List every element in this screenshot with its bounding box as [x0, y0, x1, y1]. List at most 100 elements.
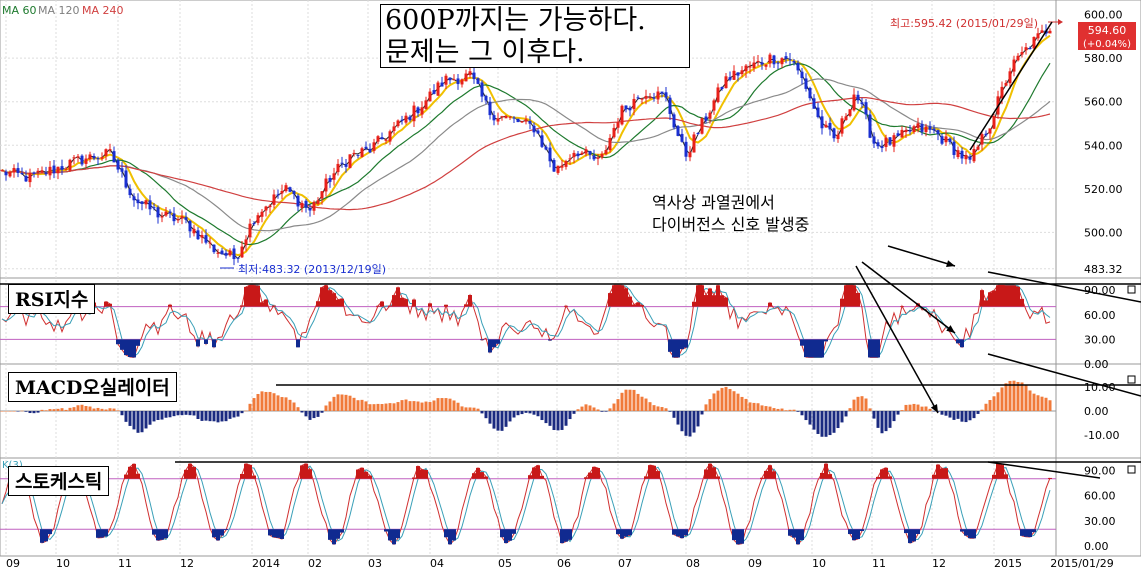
rsi-overbought-fill: [328, 290, 332, 307]
stoch-tick-label: 90.00: [1084, 464, 1116, 477]
stoch-overbought-fill: [648, 465, 652, 479]
stoch-oversold-fill: [624, 529, 628, 537]
stoch-overbought-fill: [476, 467, 480, 479]
rsi-overbought-fill: [244, 286, 248, 307]
candle-body: [224, 252, 228, 256]
candle-body: [936, 130, 940, 135]
stoch-oversold-fill: [620, 529, 624, 539]
stoch-oversold-fill: [220, 529, 224, 536]
last-price-box: [1078, 22, 1136, 50]
stoch-d-line: [1, 465, 1051, 544]
stoch-overbought-fill: [528, 475, 532, 479]
macd-bar: [740, 396, 744, 411]
panel-frame: [0, 277, 1141, 365]
stoch-overbought-fill: [940, 468, 944, 479]
stoch-oversold-fill: [104, 529, 108, 537]
macd-bar: [596, 409, 600, 411]
rsi-overbought-fill: [1008, 285, 1012, 307]
macd-bar: [776, 408, 780, 411]
macd-bar: [532, 411, 536, 415]
rsi-overbought-fill: [332, 293, 336, 307]
macd-bar: [108, 408, 112, 411]
macd-bar: [20, 410, 24, 412]
macd-bar: [780, 408, 784, 411]
candle-body: [280, 190, 284, 194]
stoch-overbought-fill: [244, 463, 248, 479]
macd-bar: [512, 411, 516, 418]
macd-bar: [860, 396, 864, 411]
candle-body: [272, 194, 276, 205]
macd-bar: [564, 411, 568, 426]
rsi-oversold-fill: [868, 339, 872, 358]
candle-body: [380, 137, 384, 140]
x-tick-label: 11: [872, 557, 886, 570]
macd-bar: [628, 389, 632, 411]
stoch-overbought-fill: [248, 464, 252, 479]
candle-body: [1028, 47, 1032, 49]
candle-body: [604, 150, 608, 154]
candle-body: [340, 162, 344, 164]
macd-bar: [168, 411, 172, 418]
candle-body: [192, 228, 196, 234]
stoch-overbought-fill: [704, 469, 708, 479]
candle-body: [444, 75, 448, 85]
grid: [0, 0, 1141, 557]
macd-bar: [984, 403, 988, 411]
candle-body: [504, 115, 508, 119]
x-tick-label: 10: [56, 557, 70, 570]
candle-body: [324, 178, 328, 192]
candle-body: [856, 94, 860, 101]
macd-bar: [312, 411, 316, 419]
macd-bar: [944, 411, 948, 416]
stoch-oversold-fill: [280, 529, 284, 539]
candlesticks: [0, 24, 1052, 545]
macd-bar: [876, 411, 880, 428]
candle-body: [884, 137, 888, 147]
macd-bar: [728, 389, 732, 411]
candle-body: [4, 171, 8, 176]
macd-bar: [380, 404, 384, 411]
macd-bar: [116, 410, 120, 411]
rsi-overbought-fill: [720, 295, 724, 307]
macd-bar: [912, 403, 916, 411]
macd-bar: [956, 411, 960, 419]
x-tick-label: 12: [180, 557, 194, 570]
candle-body: [500, 116, 504, 118]
macd-bar: [840, 411, 844, 423]
candle-body: [96, 158, 100, 160]
macd-bar: [732, 391, 736, 411]
candle-body: [832, 128, 836, 139]
macd-bar: [920, 406, 924, 411]
stoch-overbought-fill: [420, 469, 424, 479]
macd-bar: [344, 394, 348, 411]
candle-body: [168, 211, 172, 214]
candle-body: [588, 151, 592, 155]
candle-body: [212, 244, 216, 253]
candle-body: [124, 170, 128, 188]
candle-body: [776, 62, 780, 64]
macd-bar: [12, 411, 16, 412]
macd-bar: [252, 398, 256, 411]
stoch-overbought-fill: [656, 471, 660, 479]
candle-body: [408, 116, 412, 121]
candle-body: [80, 155, 84, 165]
rsi-overbought-fill: [320, 287, 324, 307]
rsi-overbought-fill: [248, 285, 252, 307]
macd-bar: [388, 403, 392, 411]
macd-bar: [200, 411, 204, 421]
rsi-oversold-fill: [124, 339, 128, 356]
macd-bar: [556, 411, 560, 431]
macd-bar: [1004, 383, 1008, 411]
candle-body: [56, 166, 60, 174]
candle-body: [1036, 33, 1040, 39]
macd-bar: [472, 407, 476, 411]
candle-body: [448, 77, 452, 81]
headline-line-1: 600P까지는 가능하다.: [385, 5, 646, 36]
macd-bar: [804, 411, 808, 421]
macd-bar: [324, 405, 328, 411]
rsi-oversold-fill: [824, 339, 828, 342]
macd-bar: [88, 406, 92, 411]
macd-bar: [84, 406, 88, 411]
candle-body: [1008, 71, 1012, 84]
stoch-overbought-fill: [592, 466, 596, 479]
